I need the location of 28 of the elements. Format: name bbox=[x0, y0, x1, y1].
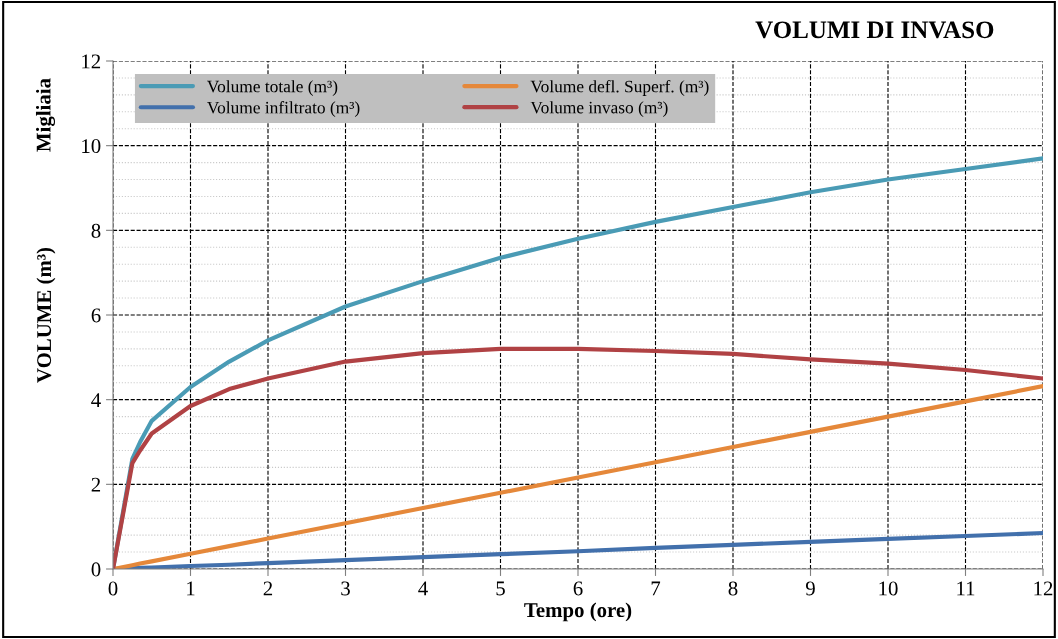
x-tick-label: 4 bbox=[418, 581, 428, 596]
y-tick-label: 8 bbox=[91, 223, 101, 238]
legend-label: Volume infiltrato (m³) bbox=[207, 101, 360, 118]
y-tick-label: 6 bbox=[91, 308, 101, 323]
x-tick-label: 3 bbox=[341, 581, 350, 596]
y-tick-label: 2 bbox=[91, 477, 101, 492]
x-tick-label: 6 bbox=[573, 581, 583, 596]
x-tick-label: 1 bbox=[187, 581, 195, 596]
y-axis-title: VOLUME (m³) bbox=[36, 247, 56, 383]
y-tick-label: 10 bbox=[82, 139, 101, 154]
x-tick-label: 10 bbox=[879, 581, 898, 596]
x-axis-title: Tempo (ore) bbox=[524, 602, 632, 622]
legend-label: Volume defl. Superf. (m³) bbox=[530, 79, 709, 96]
x-tick-label: 2 bbox=[263, 581, 273, 596]
chart-title: VOLUMI DI INVASO bbox=[755, 21, 994, 39]
y-tick-label: 12 bbox=[82, 54, 101, 69]
legend-label: Volume totale (m³) bbox=[207, 80, 338, 96]
x-tick-label: 11 bbox=[957, 581, 975, 596]
x-tick-label: 9 bbox=[805, 581, 815, 596]
x-tick-label: 5 bbox=[496, 581, 505, 596]
x-tick-label: 12 bbox=[1034, 581, 1053, 596]
x-tick-label: 8 bbox=[728, 581, 738, 596]
y-tick-label: 4 bbox=[91, 393, 101, 407]
text: Migliaia bbox=[35, 78, 56, 152]
y-tick-label: 0 bbox=[91, 562, 101, 577]
x-tick-label: 0 bbox=[108, 581, 118, 596]
x-tick-label: 7 bbox=[651, 581, 661, 596]
legend-label: Volume invaso (m³) bbox=[530, 101, 668, 117]
